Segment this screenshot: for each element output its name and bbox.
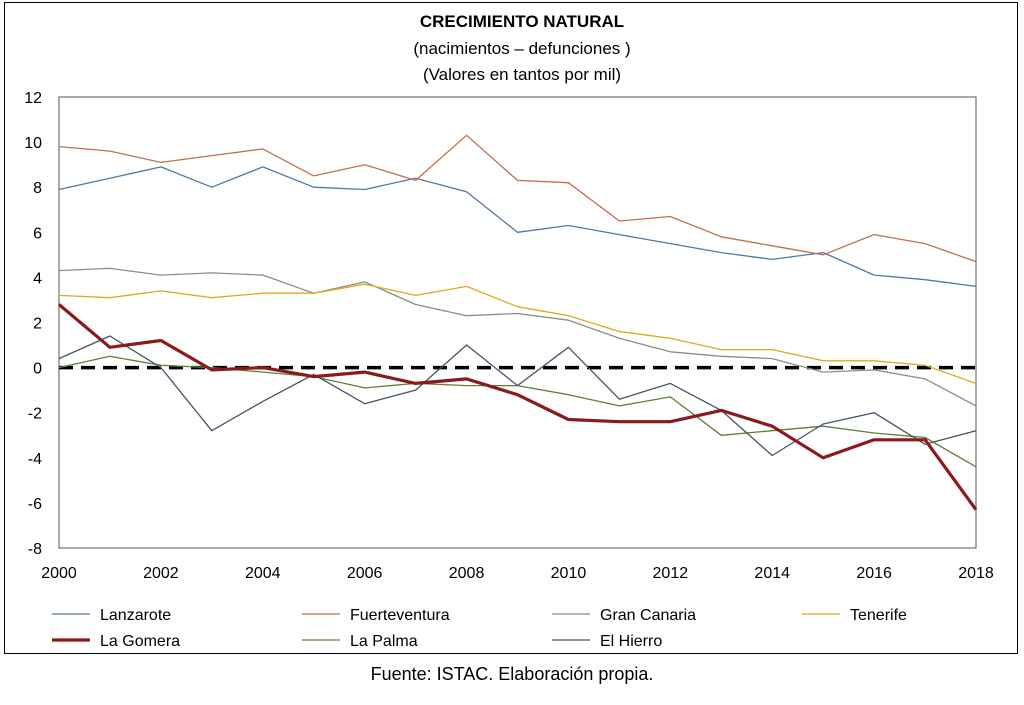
legend-label-la-gomera: La Gomera (100, 633, 180, 650)
series-line-gran-canaria (58, 267, 977, 407)
plot-area (58, 96, 977, 549)
y-tick-label: -8 (28, 541, 42, 558)
x-tick-label: 2014 (754, 565, 790, 582)
x-tick-label: 2016 (856, 565, 892, 582)
legend-label-gran-canaria: Gran Canaria (600, 607, 696, 624)
legend-label-fuerteventura: Fuerteventura (350, 607, 450, 624)
legend-label-tenerife: Tenerife (850, 607, 907, 624)
series-line-lanzarote (58, 166, 977, 288)
y-tick-label: -2 (28, 406, 42, 423)
series-line-la-gomera (57, 303, 978, 511)
x-tick-label: 2008 (449, 565, 485, 582)
x-tick-label: 2012 (653, 565, 689, 582)
series-line-el-hierro (58, 335, 977, 457)
chart-title: CRECIMIENTO NATURAL (420, 12, 624, 31)
y-tick-label: 8 (33, 180, 42, 197)
chart-frame (4, 2, 1018, 654)
x-tick-label: 2002 (143, 565, 179, 582)
series-line-tenerife (58, 283, 977, 385)
y-tick-label: 6 (33, 225, 42, 242)
chart-subtitle: (nacimientos – defunciones ) (413, 39, 630, 58)
y-tick-label: 10 (24, 135, 42, 152)
x-tick-label: 2000 (41, 565, 77, 582)
y-tick-label: 4 (33, 270, 42, 287)
x-axis: 2000 2002 2004 2006 2008 2010 2012 2014 2016 2018 (41, 565, 994, 582)
x-tick-label: 2004 (245, 565, 281, 582)
y-tick-label: -4 (28, 451, 42, 468)
legend-label-lanzarote: Lanzarote (100, 607, 171, 624)
legend-label-el-hierro: El Hierro (600, 633, 662, 650)
y-tick-label: -6 (28, 496, 42, 513)
y-tick-label: 12 (24, 90, 42, 107)
series-line-fuerteventura (58, 134, 977, 263)
series-group (57, 134, 978, 511)
x-tick-label: 2006 (347, 565, 383, 582)
legend-label-la-palma: La Palma (350, 633, 418, 650)
x-tick-label: 2010 (551, 565, 587, 582)
y-axis: 12 10 8 6 4 2 0 -2 -4 -6 -8 (24, 90, 42, 558)
chart-subtitle-units: (Valores en tantos por mil) (423, 65, 621, 84)
legend: Lanzarote Fuerteventura Gran Canaria Teneri… (52, 607, 907, 650)
y-tick-label: 2 (33, 316, 42, 333)
x-tick-label: 2018 (958, 565, 994, 582)
y-tick-label: 0 (33, 361, 42, 378)
source-note: Fuente: ISTAC. Elaboración propia. (370, 664, 654, 684)
